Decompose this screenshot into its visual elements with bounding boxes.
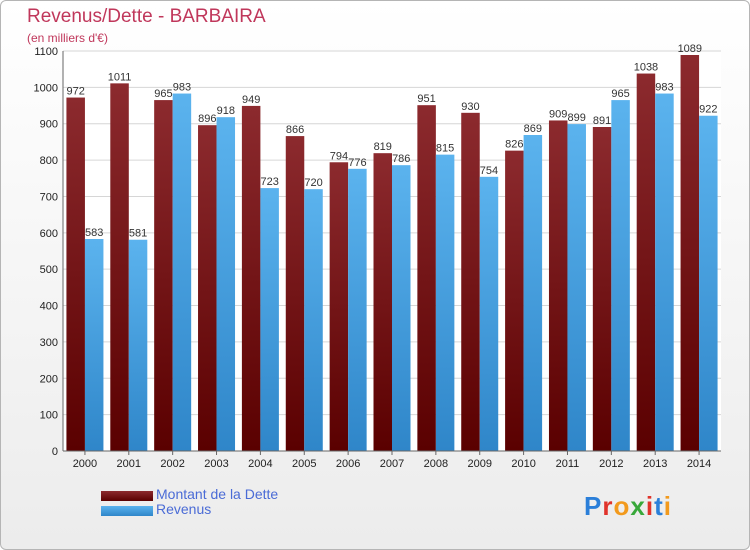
legend-label-revenus: Revenus <box>156 501 212 517</box>
x-tick-label: 2006 <box>336 458 360 470</box>
y-tick-label: 100 <box>40 410 58 422</box>
data-label-revenus: 983 <box>655 82 673 94</box>
data-label-revenus: 754 <box>480 165 498 177</box>
data-label-debt: 965 <box>154 88 172 100</box>
bar-debt <box>417 105 436 451</box>
data-label-debt: 866 <box>286 124 304 136</box>
data-label-debt: 1011 <box>108 71 132 83</box>
x-tick-label: 2000 <box>73 458 97 470</box>
data-label-debt: 891 <box>593 115 611 127</box>
data-labels: 9725831011581965983896918949723866720794… <box>67 43 718 240</box>
data-label-revenus: 720 <box>304 177 322 189</box>
data-label-revenus: 922 <box>699 104 717 116</box>
bar-revenus <box>435 154 455 452</box>
x-tick-label: 2012 <box>599 458 623 470</box>
data-label-revenus: 786 <box>392 153 410 165</box>
data-label-revenus: 583 <box>85 227 103 239</box>
y-tick-label: 1100 <box>34 46 58 58</box>
bar-revenus <box>523 135 543 451</box>
y-tick-label: 900 <box>40 119 58 131</box>
bar-debt <box>241 105 261 451</box>
bar-revenus <box>216 117 236 451</box>
bar-revenus <box>655 93 674 451</box>
y-tick-label: 200 <box>40 373 58 385</box>
chart-title: Revenus/Dette - BARBAIRA <box>27 6 266 27</box>
data-label-debt: 930 <box>461 101 479 113</box>
bar-debt <box>592 127 612 451</box>
data-label-revenus: 965 <box>611 88 629 100</box>
data-label-revenus: 815 <box>436 143 454 155</box>
data-label-revenus: 899 <box>568 112 586 124</box>
data-label-revenus: 723 <box>260 176 278 188</box>
data-label-debt: 794 <box>330 150 348 162</box>
bar-debt <box>198 125 217 451</box>
bar-revenus <box>479 176 499 451</box>
x-tick-label: 2002 <box>160 458 184 470</box>
data-label-debt: 826 <box>505 139 523 151</box>
x-tick-label: 2003 <box>204 458 228 470</box>
y-tick-label: 600 <box>40 228 58 240</box>
bar-revenus <box>611 100 630 451</box>
x-tick-label: 2010 <box>511 458 535 470</box>
data-label-revenus: 983 <box>173 82 191 94</box>
bars <box>66 55 718 452</box>
data-label-debt: 949 <box>242 94 260 106</box>
y-tick-label: 700 <box>40 191 58 203</box>
bar-debt <box>680 55 700 451</box>
data-label-revenus: 869 <box>524 123 542 135</box>
legend-label-debt: Montant de la Dette <box>156 486 279 502</box>
bar-debt <box>154 100 173 451</box>
x-tick-label: 2011 <box>556 458 580 470</box>
x-tick-label: 2013 <box>643 458 667 470</box>
data-label-debt: 951 <box>417 93 435 105</box>
y-tick-label: 1000 <box>34 82 58 94</box>
bar-debt <box>285 136 305 451</box>
x-tick-label: 2009 <box>467 458 491 470</box>
bar-revenus <box>567 124 586 451</box>
y-tick-label: 0 <box>52 446 58 458</box>
data-label-revenus: 776 <box>348 157 366 169</box>
data-label-debt: 972 <box>67 86 85 98</box>
chart-subtitle: (en milliers d'€) <box>27 31 108 45</box>
data-label-debt: 819 <box>374 141 392 153</box>
x-tick-label: 2001 <box>117 458 141 470</box>
data-label-debt: 896 <box>198 113 216 125</box>
bar-revenus <box>128 239 148 451</box>
proxiti-logo: Proxiti <box>584 491 672 521</box>
bar-revenus <box>392 165 411 451</box>
bar-debt <box>66 97 85 451</box>
x-tick-label: 2005 <box>292 458 316 470</box>
bar-revenus <box>348 168 367 451</box>
y-tick-label: 800 <box>40 155 58 167</box>
y-tick-label: 300 <box>40 337 58 349</box>
x-tick-label: 2004 <box>248 458 272 470</box>
data-label-revenus: 918 <box>217 105 235 117</box>
bar-debt <box>461 112 480 452</box>
data-label-revenus: 581 <box>129 228 147 240</box>
bar-revenus <box>260 188 279 451</box>
axes: 0 100 200 300 400 500 600 700 800 900 1000 1100 2000… <box>34 46 721 470</box>
bar-debt <box>548 120 568 452</box>
data-label-debt: 1038 <box>634 62 658 74</box>
bar-revenus <box>172 93 192 451</box>
x-tick-label: 2007 <box>380 458 404 470</box>
bar-debt <box>110 83 129 451</box>
x-tick-label: 2014 <box>687 458 711 470</box>
x-tick-label: 2008 <box>424 458 448 470</box>
bar-debt <box>329 162 349 452</box>
data-label-debt: 909 <box>549 108 567 120</box>
y-tick-label: 400 <box>40 301 58 313</box>
legend-swatch-revenus <box>101 506 153 516</box>
bar-revenus <box>84 239 104 451</box>
legend-swatch-debt <box>101 491 153 501</box>
bar-debt <box>636 73 656 451</box>
y-tick-label: 500 <box>40 264 58 276</box>
bar-debt <box>505 150 524 452</box>
data-label-debt: 1089 <box>678 43 702 55</box>
bar-revenus <box>304 189 323 451</box>
bar-debt <box>373 153 392 451</box>
bar-revenus <box>699 115 718 452</box>
